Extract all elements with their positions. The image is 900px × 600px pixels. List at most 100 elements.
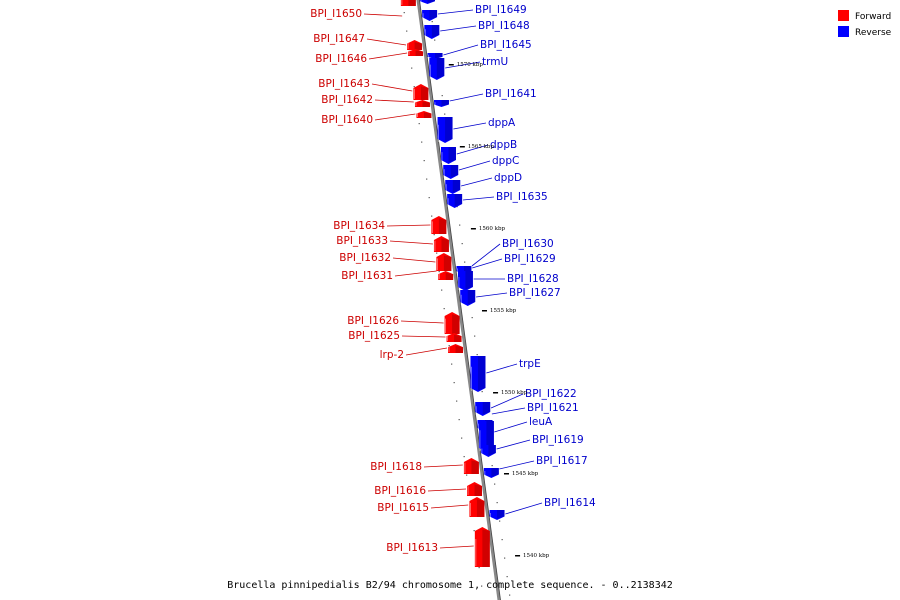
gene-forward-label[interactable]: BPI_I1631 <box>341 270 393 282</box>
minor-tick <box>448 345 450 347</box>
gene-reverse <box>480 445 496 457</box>
gene-forward-label[interactable]: BPI_I1640 <box>321 114 373 126</box>
gene-reverse-leader <box>490 393 524 409</box>
minor-tick <box>509 594 511 596</box>
minor-tick <box>474 335 476 337</box>
gene-reverse-label[interactable]: trpE <box>519 358 541 370</box>
gene-reverse-label[interactable]: BPI_I1629 <box>504 253 556 265</box>
gene-forward-leader <box>371 83 413 92</box>
gene-reverse-label[interactable]: BPI_I1648 <box>478 20 530 32</box>
gene-forward-leader <box>374 113 416 121</box>
gene-reverse-label[interactable]: BPI_I1614 <box>544 497 596 509</box>
gene-reverse-label[interactable]: BPI_I1622 <box>525 388 577 400</box>
gene-forward-label[interactable]: BPI_I1646 <box>315 53 367 65</box>
chromosome-backbone <box>416 0 501 600</box>
minor-tick <box>461 243 463 245</box>
gene-forward-leader <box>423 464 463 468</box>
gene-reverse-leader <box>437 9 474 15</box>
minor-tick <box>466 474 468 476</box>
gene-reverse-leader <box>440 25 477 32</box>
gene-reverse <box>433 100 449 107</box>
gene-reverse-label[interactable]: leuA <box>529 416 553 428</box>
gene-forward <box>400 0 416 6</box>
gene-forward-leader <box>439 545 474 549</box>
gene-forward-label[interactable]: BPI_I1633 <box>336 235 388 247</box>
scale-tick <box>503 473 509 475</box>
gene-reverse-leader <box>476 292 508 298</box>
gene-forward-label[interactable]: BPI_I1643 <box>318 78 370 90</box>
gene-forward <box>446 333 462 342</box>
gene-reverse-leader <box>443 44 479 56</box>
minor-tick <box>431 215 433 217</box>
gene-reverse-label[interactable]: BPI_I1621 <box>527 402 579 414</box>
gene-forward-label[interactable]: lrp-2 <box>380 349 404 361</box>
gene-forward-label[interactable]: BPI_I1650 <box>310 8 362 20</box>
gene-forward-leader <box>400 320 444 324</box>
gene-forward-leader <box>366 38 407 46</box>
gene-reverse-label[interactable]: dppC <box>492 155 519 167</box>
gene-reverse-leader <box>472 258 503 269</box>
minor-tick <box>428 197 430 199</box>
gene-forward-label[interactable]: BPI_I1626 <box>347 315 399 327</box>
minor-tick <box>433 234 435 236</box>
gene-reverse-label[interactable]: dppD <box>494 172 522 184</box>
gene-forward-label[interactable]: BPI_I1642 <box>321 94 373 106</box>
gene-forward-label[interactable]: BPI_I1615 <box>377 502 429 514</box>
gene-reverse <box>470 356 486 392</box>
gene-forward <box>438 271 454 280</box>
gene-reverse <box>475 402 491 416</box>
minor-tick <box>458 419 460 421</box>
gene-reverse <box>440 147 456 164</box>
scale-tick <box>459 146 465 148</box>
minor-tick <box>494 483 496 485</box>
gene-reverse-label[interactable]: BPI_I1617 <box>536 455 588 467</box>
minor-tick <box>473 530 475 532</box>
gene-forward-leader <box>394 270 437 277</box>
scale-tick <box>493 392 499 394</box>
minor-tick <box>434 39 436 41</box>
gene-reverse-leader <box>471 243 501 267</box>
gene-forward <box>469 497 485 517</box>
gene-reverse-label[interactable]: BPI_I1635 <box>496 191 548 203</box>
minor-tick <box>463 456 465 458</box>
gene-reverse-label[interactable]: dppB <box>490 139 517 151</box>
gene-reverse-label[interactable]: BPI_I1628 <box>507 273 559 285</box>
gene-forward <box>448 344 464 353</box>
scale-label: 1565 kbp <box>468 144 495 150</box>
gene-reverse-leader <box>449 93 484 102</box>
gene-forward-label[interactable]: BPI_I1625 <box>348 330 400 342</box>
gene-reverse-label[interactable]: BPI_I1641 <box>485 88 537 100</box>
gene-forward <box>416 111 432 118</box>
gene-reverse-label[interactable]: BPI_I1649 <box>475 4 527 16</box>
gene-reverse-leader <box>462 196 495 201</box>
map-caption: Brucella pinnipedialis B2/94 chromosome … <box>227 580 673 591</box>
gene-reverse-label[interactable]: BPI_I1645 <box>480 39 532 51</box>
minor-tick <box>418 123 420 125</box>
gene-reverse <box>447 194 463 208</box>
gene-reverse-leader <box>456 144 489 155</box>
gene-forward-leader <box>427 488 467 492</box>
gene-forward-label[interactable]: BPI_I1634 <box>333 220 385 232</box>
gene-forward-label[interactable]: BPI_I1618 <box>370 461 422 473</box>
gene-forward <box>474 527 490 567</box>
gene-reverse-label[interactable]: dppA <box>488 117 516 129</box>
gene-forward-label[interactable]: BPI_I1616 <box>374 485 426 497</box>
gene-forward-label[interactable]: BPI_I1632 <box>339 252 391 264</box>
gene-reverse <box>437 117 453 143</box>
gene-reverse <box>457 271 473 291</box>
gene-reverse-label[interactable]: BPI_I1619 <box>532 434 584 446</box>
minor-tick <box>438 271 440 273</box>
gene-reverse-label[interactable]: trmU <box>482 56 508 68</box>
minor-tick <box>499 520 501 522</box>
minor-tick <box>403 12 405 14</box>
minor-tick <box>501 539 503 541</box>
gene-forward-label[interactable]: BPI_I1647 <box>313 33 365 45</box>
minor-tick <box>413 86 415 88</box>
gene-reverse-label[interactable]: BPI_I1630 <box>502 238 554 250</box>
scale-label: 1555 kbp <box>490 308 517 314</box>
gene-reverse-label[interactable]: BPI_I1627 <box>509 287 561 299</box>
gene-forward-label[interactable]: BPI_I1613 <box>386 542 438 554</box>
minor-tick <box>481 391 483 393</box>
gene-forward <box>431 216 447 234</box>
